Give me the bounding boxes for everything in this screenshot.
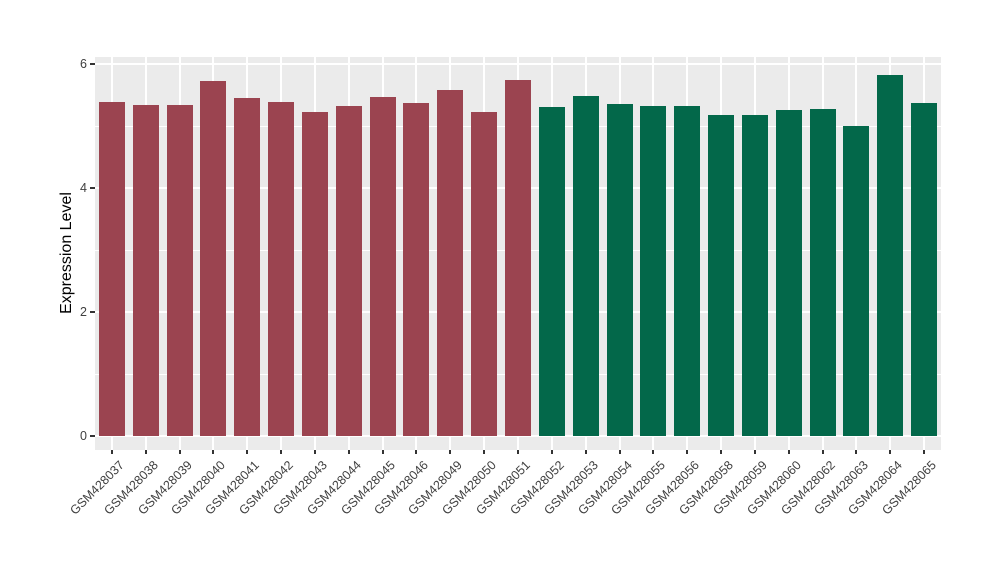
bar (775, 109, 802, 436)
bar (166, 104, 193, 436)
bar (911, 103, 938, 436)
x-axis-tick (787, 450, 790, 454)
bar (471, 111, 498, 436)
y-axis-tick (90, 187, 95, 189)
x-axis-tick (517, 450, 519, 454)
y-axis-tick (90, 311, 95, 313)
bar (98, 101, 125, 436)
bar (741, 114, 768, 436)
plot-panel (95, 57, 941, 450)
y-axis-tick-label: 4 (80, 181, 87, 195)
bar (132, 104, 159, 436)
bar (674, 106, 701, 436)
bar (403, 103, 430, 436)
y-axis-tick (90, 63, 95, 65)
bar (538, 106, 565, 436)
x-axis-tick (483, 450, 486, 454)
x-axis-tick (855, 450, 858, 454)
bar (708, 115, 735, 436)
bar (843, 126, 870, 436)
bar (369, 97, 396, 436)
x-axis-tick (652, 450, 655, 454)
x-axis-tick (246, 450, 249, 454)
x-axis-tick (415, 450, 418, 454)
y-axis-tick-label: 6 (80, 57, 87, 71)
bar (606, 103, 633, 436)
x-axis-tick (280, 450, 283, 454)
x-axis-tick (923, 450, 926, 454)
x-axis-tick (178, 450, 181, 454)
y-axis-tick (90, 435, 95, 437)
bar (572, 96, 599, 436)
bar (200, 81, 227, 436)
x-axis-tick (313, 450, 316, 454)
x-axis-tick (347, 450, 350, 454)
x-axis-tick (212, 450, 215, 454)
bar (877, 75, 904, 436)
x-axis-tick (821, 450, 824, 454)
x-axis-tick (144, 450, 147, 454)
x-axis-tick (889, 450, 892, 454)
bar (268, 101, 295, 436)
bar (640, 106, 667, 436)
x-axis-tick (753, 450, 756, 454)
bar (809, 108, 836, 436)
x-axis-tick (381, 450, 384, 454)
x-axis-tick (686, 450, 689, 454)
x-axis-tick (618, 450, 621, 454)
x-axis-tick (720, 450, 723, 454)
y-axis-tick-label: 2 (80, 305, 87, 319)
y-axis-tick-label: 0 (80, 429, 87, 443)
bar (505, 79, 531, 436)
y-axis-title: Expression Level (58, 192, 75, 314)
x-axis-tick (550, 450, 553, 454)
x-axis-tick (449, 450, 452, 454)
x-axis-tick (110, 450, 113, 454)
x-axis-tick (584, 450, 587, 454)
bar (301, 111, 328, 436)
bar (335, 106, 362, 436)
bar (437, 90, 464, 436)
bar (234, 98, 261, 436)
